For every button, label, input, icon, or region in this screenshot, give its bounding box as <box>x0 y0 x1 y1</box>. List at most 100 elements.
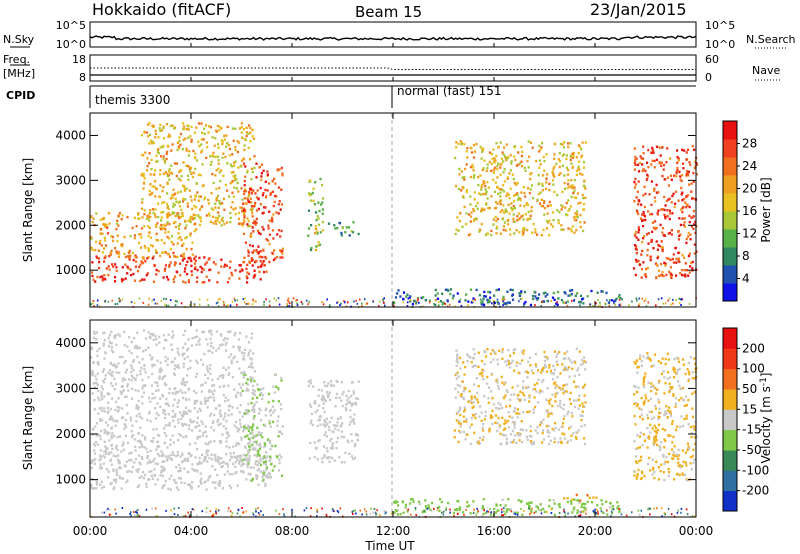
heatmap-cell <box>219 298 221 301</box>
heatmap-cell <box>309 405 313 408</box>
heatmap-cell <box>641 213 644 216</box>
heatmap-cell <box>240 464 243 467</box>
heatmap-cell <box>225 453 228 456</box>
heatmap-cell <box>507 348 510 352</box>
heatmap-cell <box>519 292 523 295</box>
heatmap-cell <box>183 189 186 192</box>
heatmap-cell <box>234 465 237 468</box>
heatmap-cell <box>187 128 190 131</box>
heatmap-cell <box>655 191 658 194</box>
heatmap-cell <box>513 409 516 413</box>
heatmap-cell <box>269 191 273 195</box>
heatmap-cell <box>685 269 688 272</box>
heatmap-cell <box>261 436 264 439</box>
heatmap-cell <box>487 206 490 210</box>
heatmap-cell <box>566 304 569 307</box>
heatmap-cell <box>490 162 493 166</box>
heatmap-cell <box>92 459 95 462</box>
heatmap-cell <box>256 426 259 430</box>
heatmap-cell <box>162 125 165 129</box>
heatmap-cell <box>208 212 211 215</box>
heatmap-cell <box>175 200 178 203</box>
heatmap-cell <box>685 203 688 206</box>
heatmap-cell <box>257 451 260 455</box>
heatmap-cell <box>309 422 312 425</box>
heatmap-cell <box>236 299 239 302</box>
heatmap-cell <box>137 407 140 411</box>
heatmap-cell <box>116 458 119 462</box>
heatmap-cell <box>638 199 641 202</box>
heatmap-cell <box>193 156 197 159</box>
heatmap-cell <box>457 142 460 146</box>
heatmap-cell <box>657 423 661 427</box>
heatmap-cell <box>512 177 515 181</box>
heatmap-cell <box>241 415 244 418</box>
heatmap-cell <box>101 251 104 254</box>
heatmap-cell <box>658 274 661 278</box>
heatmap-cell <box>677 457 680 460</box>
heatmap-cell <box>92 428 95 431</box>
heatmap-cell <box>576 499 579 502</box>
heatmap-cell <box>565 383 569 386</box>
heatmap-cell <box>120 280 124 283</box>
heatmap-cell <box>575 399 578 402</box>
heatmap-cell <box>337 428 340 432</box>
heatmap-cell <box>523 191 526 195</box>
heatmap-cell <box>115 266 118 269</box>
heatmap-cell <box>608 304 611 307</box>
heatmap-cell <box>181 214 184 218</box>
heatmap-cell <box>169 261 172 264</box>
heatmap-cell <box>654 220 657 223</box>
heatmap-cell <box>363 298 366 301</box>
heatmap-cell <box>102 223 106 227</box>
heatmap-cell <box>180 481 183 484</box>
heatmap-cell <box>234 146 237 149</box>
heatmap-cell <box>201 363 205 366</box>
heatmap-cell <box>520 350 524 353</box>
heatmap-cell <box>512 440 515 444</box>
heatmap-cell <box>162 126 165 130</box>
heatmap-cell <box>233 161 236 164</box>
heatmap-cell <box>483 159 486 162</box>
heatmap-cell <box>526 159 529 163</box>
heatmap-cell <box>453 436 456 439</box>
heatmap-cell <box>191 253 194 256</box>
heatmap-cell <box>194 214 197 217</box>
heatmap-cell <box>148 122 151 125</box>
heatmap-cell <box>301 302 304 305</box>
heatmap-cell <box>684 461 687 464</box>
heatmap-cell <box>105 447 108 450</box>
heatmap-cell <box>102 344 105 347</box>
heatmap-cell <box>485 203 488 206</box>
heatmap-cell <box>159 173 162 176</box>
heatmap-cell <box>197 485 200 488</box>
heatmap-cell <box>679 208 683 211</box>
heatmap-cell <box>231 300 234 303</box>
heatmap-cell <box>189 418 192 422</box>
heatmap-cell <box>250 201 253 204</box>
heatmap-cell <box>462 511 465 514</box>
heatmap-cell <box>253 370 256 373</box>
heatmap-cell <box>246 383 249 386</box>
heatmap-cell <box>217 298 219 301</box>
heatmap-cell <box>168 213 172 217</box>
heatmap-cell <box>344 231 347 234</box>
heatmap-cell <box>150 158 153 162</box>
heatmap-cell <box>253 274 256 277</box>
heatmap-cell <box>160 454 164 458</box>
heatmap-cell <box>170 458 173 462</box>
heatmap-cell <box>636 371 639 374</box>
heatmap-cell <box>225 431 228 434</box>
heatmap-cell <box>113 280 117 283</box>
heatmap-cell <box>470 151 474 154</box>
heatmap-cell <box>322 397 325 401</box>
heatmap-cell <box>241 463 244 466</box>
heatmap-cell <box>186 260 189 263</box>
heatmap-cell <box>240 187 243 190</box>
heatmap-cell <box>417 500 420 503</box>
heatmap-cell <box>154 208 157 211</box>
heatmap-cell <box>140 134 143 137</box>
heatmap-cell <box>128 336 131 339</box>
heatmap-cell <box>323 419 326 423</box>
heatmap-cell <box>527 360 530 363</box>
